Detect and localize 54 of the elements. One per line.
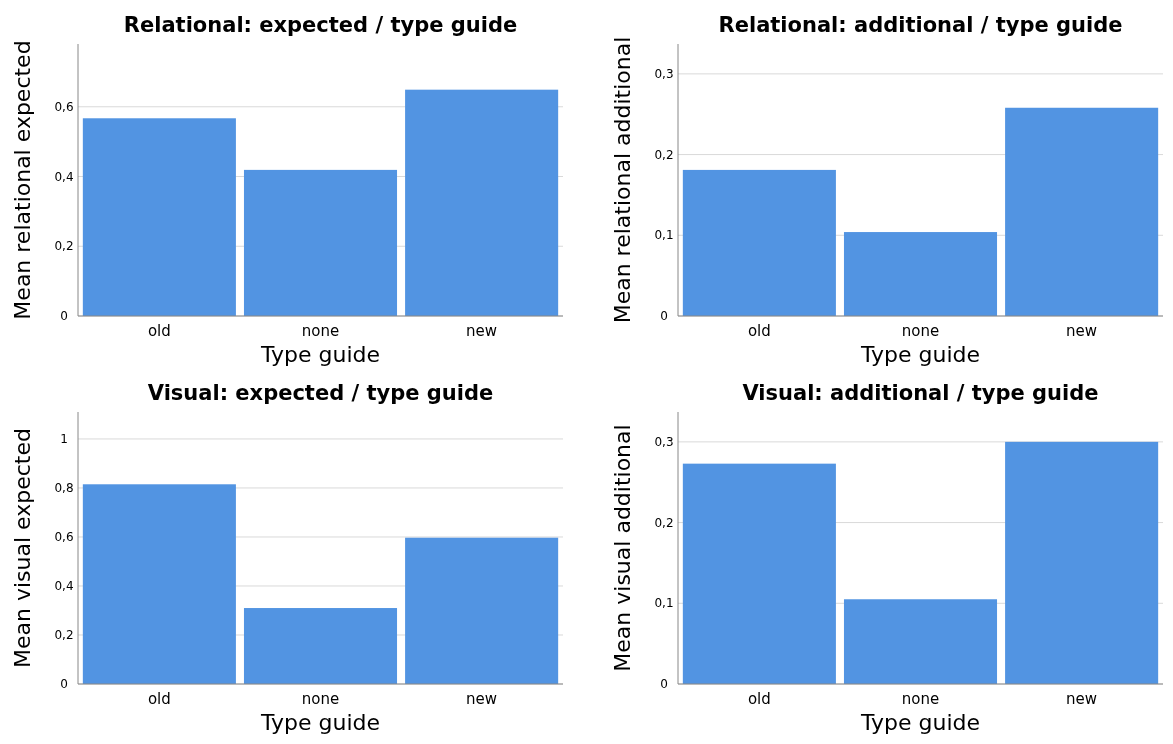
x-tick-label: none (301, 322, 340, 340)
y-tick-label: 0,2 (54, 628, 74, 643)
x-tick-label: none (901, 690, 940, 708)
x-tick-label: none (901, 322, 940, 340)
bar (82, 118, 236, 316)
y-tick-label: 0 (660, 677, 668, 692)
y-axis-title: Mean visual additional (610, 424, 635, 672)
y-axis-title: Mean visual expected (10, 428, 35, 668)
chart-title: Visual: expected / type guide (147, 381, 494, 405)
bar (843, 232, 998, 316)
y-tick-label: 0,1 (654, 596, 674, 611)
y-tick-label: 0,4 (54, 579, 74, 594)
bar (1005, 107, 1159, 316)
x-tick-label: new (1066, 690, 1098, 708)
x-tick-label: old (747, 690, 771, 708)
y-tick-label: 0 (60, 677, 68, 692)
y-tick-label: 0,3 (654, 67, 674, 82)
bar (405, 537, 559, 684)
y-tick-label: 0,6 (54, 99, 74, 114)
x-tick-label: new (466, 322, 498, 340)
y-tick-label: 0,2 (54, 239, 74, 254)
y-tick-label: 0 (660, 309, 668, 324)
x-tick-label: none (301, 690, 340, 708)
x-tick-label: old (747, 322, 771, 340)
y-tick-label: 0,1 (654, 228, 674, 243)
y-tick-label: 1 (60, 432, 68, 447)
x-axis-title: Type guide (859, 710, 981, 735)
bar (682, 463, 836, 684)
x-axis-title: Type guide (259, 342, 381, 367)
y-tick-label: 0,4 (54, 169, 74, 184)
x-tick-label: new (466, 690, 498, 708)
x-tick-label: old (147, 322, 171, 340)
bar (243, 169, 398, 316)
y-tick-label: 0 (60, 309, 68, 324)
bar (1005, 441, 1159, 684)
y-tick-label: 0,3 (654, 435, 674, 450)
bar (243, 608, 398, 684)
x-tick-label: old (147, 690, 171, 708)
x-axis-title: Type guide (259, 710, 381, 735)
bar (843, 599, 998, 684)
y-tick-label: 0,8 (54, 481, 74, 496)
y-axis-title: Mean relational expected (10, 40, 35, 320)
bar (82, 484, 236, 684)
bar (405, 89, 559, 316)
chart-title: Relational: expected / type guide (123, 13, 518, 37)
y-axis-title: Mean relational additional (610, 36, 635, 324)
bar (682, 169, 836, 316)
chart-title: Relational: additional / type guide (718, 13, 1123, 37)
x-axis-title: Type guide (859, 342, 981, 367)
y-tick-label: 0,6 (54, 530, 74, 545)
x-tick-label: new (1066, 322, 1098, 340)
y-tick-label: 0,2 (654, 147, 674, 162)
chart-title: Visual: additional / type guide (742, 381, 1099, 405)
y-tick-label: 0,2 (654, 515, 674, 530)
